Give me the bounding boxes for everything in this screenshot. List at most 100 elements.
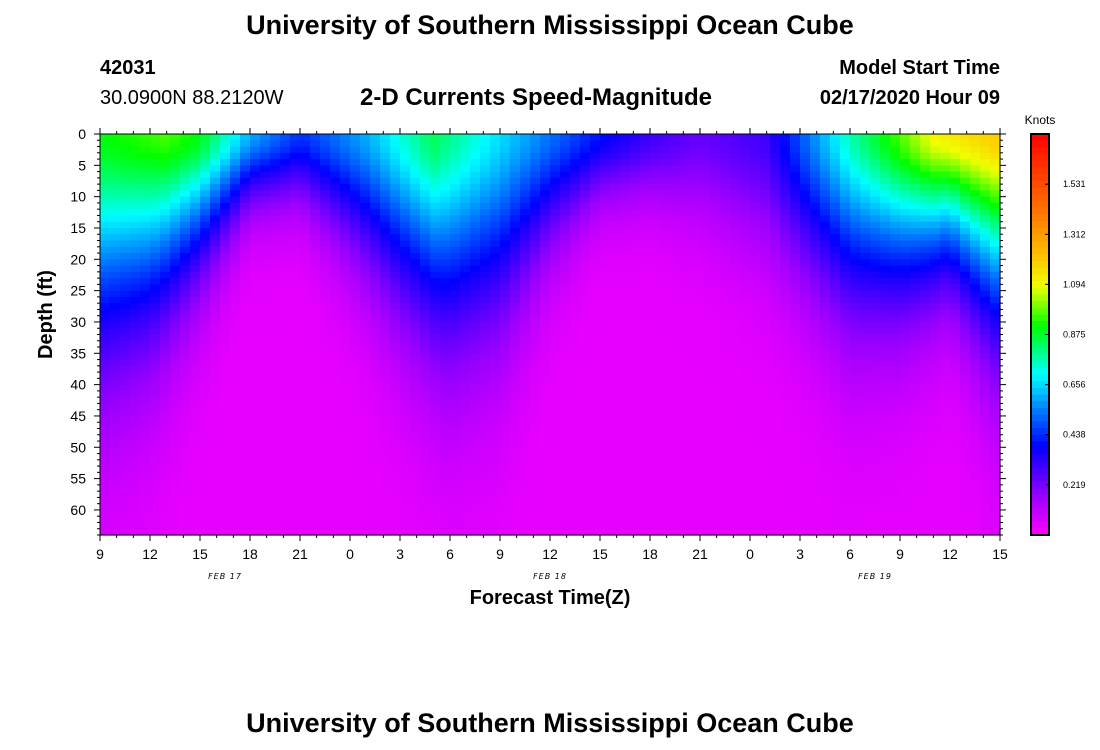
heatmap-cell [110,491,121,499]
heatmap-cell [560,296,571,304]
heatmap-cell [470,478,481,486]
heatmap-cell [630,290,641,298]
heatmap-cell [550,466,561,473]
heatmap-cell [580,171,591,179]
heatmap-cell [220,340,231,348]
heatmap-cell [350,171,361,179]
heatmap-cell [390,328,401,336]
heatmap-cell [240,246,251,254]
heatmap-cell [270,221,281,229]
heatmap-cell [150,171,161,179]
heatmap-cell [320,497,331,505]
heatmap-cell [370,271,381,279]
page-title-bottom: University of Southern Mississippi Ocean… [246,708,854,738]
heatmap-cell [440,472,451,480]
heatmap-cell [280,334,291,342]
heatmap-cell [630,259,641,267]
heatmap-cell [600,447,611,455]
heatmap-cell [100,334,111,342]
heatmap-cell [530,284,541,292]
heatmap-cell [220,372,231,379]
heatmap-cell [810,522,821,530]
heatmap-cell [480,303,491,311]
heatmap-cell [470,165,481,173]
heatmap-cell [370,528,381,536]
heatmap-cell [320,453,331,461]
heatmap-cell [120,290,131,298]
heatmap-cell [610,378,621,386]
heatmap-cell [500,284,511,292]
heatmap-cell [530,434,541,442]
heatmap-cell [810,303,821,311]
heatmap-cell [460,516,471,524]
heatmap-cell [660,441,671,448]
heatmap-cell [710,140,721,148]
heatmap-cell [870,340,881,348]
heatmap-cell [190,459,201,467]
heatmap-cell [460,234,471,242]
heatmap-cell [730,202,741,210]
heatmap-cell [730,415,741,423]
heatmap-cell [340,409,351,417]
heatmap-cell [540,221,551,229]
heatmap-cell [330,441,341,448]
heatmap-cell [670,340,681,348]
heatmap-cell [200,522,211,530]
heatmap-cell [500,409,511,417]
heatmap-cell [410,428,421,436]
heatmap-cell [100,441,111,448]
heatmap-cell [190,441,201,448]
heatmap-cell [490,347,501,354]
heatmap-cell [830,428,841,436]
heatmap-cell [150,378,161,386]
heatmap-cell [430,303,441,311]
heatmap-cell [280,459,291,467]
heatmap-cell [260,209,271,217]
heatmap-cell [420,522,431,530]
heatmap-cell [340,321,351,329]
heatmap-cell [470,253,481,260]
heatmap-cell [710,434,721,442]
heatmap-cell [550,234,561,242]
heatmap-cell [570,159,581,166]
heatmap-cell [670,165,681,173]
heatmap-cell [770,347,781,354]
heatmap-cell [130,284,141,292]
heatmap-cell [320,221,331,229]
heatmap-cell [640,441,651,448]
heatmap-cell [170,234,181,242]
heatmap-cell [630,296,641,304]
heatmap-cell [270,428,281,436]
heatmap-cell [460,441,471,448]
heatmap-cell [100,403,111,411]
heatmap-cell [300,253,311,260]
heatmap-cell [400,140,411,148]
heatmap-cell [690,303,701,311]
heatmap-cell [250,528,261,536]
heatmap-cell [130,265,141,273]
heatmap-cell [800,472,811,480]
heatmap-cell [600,303,611,311]
heatmap-cell [560,184,571,191]
heatmap-cell [800,353,811,361]
heatmap-cell [510,265,521,273]
heatmap-cell [170,165,181,173]
heatmap-cell [450,453,461,461]
heatmap-cell [550,484,561,492]
heatmap-cell [180,466,191,473]
heatmap-cell [690,177,701,185]
heatmap-cell [670,516,681,524]
heatmap-cell [460,315,471,323]
heatmap-cell [790,365,801,373]
heatmap-cell [470,403,481,411]
heatmap-cell [160,522,171,530]
heatmap-cell [350,265,361,273]
heatmap-cell [620,516,631,524]
heatmap-cell [580,340,591,348]
heatmap-cell [530,522,541,530]
heatmap-cell [660,428,671,436]
heatmap-cell [430,240,441,248]
heatmap-cell [760,177,771,185]
heatmap-cell [820,334,831,342]
